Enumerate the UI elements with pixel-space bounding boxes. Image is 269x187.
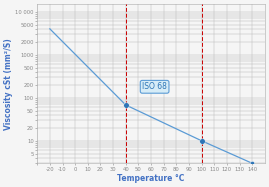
Y-axis label: Viscosity cSt (mm²/S): Viscosity cSt (mm²/S) (4, 38, 13, 130)
Text: ISO 68: ISO 68 (142, 82, 167, 91)
X-axis label: Temperature °C: Temperature °C (117, 174, 185, 183)
